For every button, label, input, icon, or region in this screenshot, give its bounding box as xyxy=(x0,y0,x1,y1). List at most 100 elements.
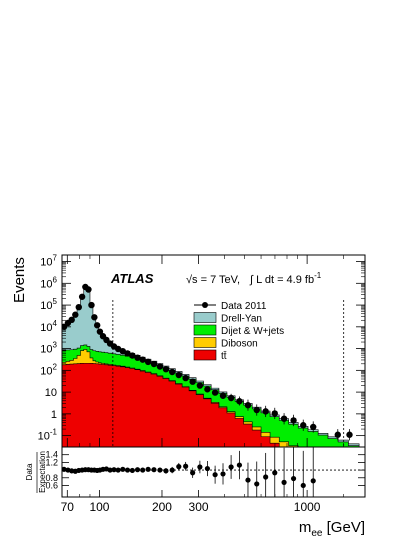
data-point xyxy=(189,378,196,385)
y-tick-label: 10-1 xyxy=(38,428,58,443)
data-point xyxy=(204,386,211,393)
legend-label-dy: Drell-Yan xyxy=(221,314,262,325)
data-point xyxy=(72,311,79,318)
legend-label-ttbar: tt̄ xyxy=(221,350,227,362)
ratio-point xyxy=(263,474,269,480)
y-tick-label: 103 xyxy=(40,341,57,356)
ratio-point xyxy=(124,467,131,473)
ratio-point xyxy=(190,470,196,476)
ratio-point xyxy=(107,467,113,473)
data-point xyxy=(236,398,243,405)
data-point xyxy=(280,415,288,422)
stacked-histograms xyxy=(62,287,360,447)
ratio-point xyxy=(176,464,182,470)
legend-label-data: Data 2011 xyxy=(221,301,267,312)
data-point xyxy=(96,328,104,335)
ratio-point xyxy=(163,468,169,474)
legend-swatch-dijet xyxy=(193,324,217,336)
data-point xyxy=(85,286,92,293)
ratio-axis-title: Data Expectation xyxy=(25,451,47,493)
data-point xyxy=(150,360,158,368)
ratio-point xyxy=(236,462,243,468)
ratio-frame xyxy=(61,446,366,498)
ratio-point xyxy=(310,478,316,484)
ratio-point xyxy=(204,465,211,472)
data-point xyxy=(88,301,95,309)
data-point xyxy=(290,417,297,424)
ratio-tick-label: 0.8 xyxy=(45,473,58,483)
data-point xyxy=(227,394,235,402)
data-point xyxy=(129,352,136,359)
data-point xyxy=(75,303,82,311)
luminosity-label: ∫ L dt = 4.9 fb-1 xyxy=(249,271,322,286)
ratio-point xyxy=(228,464,234,470)
data-point xyxy=(168,368,176,376)
energy-label: √s = 7 TeV, xyxy=(186,274,240,286)
ratio-tick-label: 1.4 xyxy=(45,450,58,460)
y-axis-title: Events xyxy=(11,257,28,303)
x-tick-label: 300 xyxy=(189,500,209,514)
data-point xyxy=(346,431,353,438)
y-tick-label: 10 xyxy=(45,387,57,399)
data-point xyxy=(244,402,252,409)
data-point xyxy=(134,354,141,361)
y-tick-label: 102 xyxy=(40,362,57,377)
ratio-point xyxy=(300,482,306,489)
ratio-point xyxy=(140,467,146,473)
data-point xyxy=(124,350,131,357)
data-point xyxy=(78,293,86,300)
data-point xyxy=(300,422,307,429)
atlas-label: ATLAS xyxy=(110,271,154,286)
legend-swatch-diboson xyxy=(193,337,217,348)
ratio-tick-label: 1.2 xyxy=(45,457,58,467)
ratio-point xyxy=(157,467,163,473)
ratio-point xyxy=(220,471,226,477)
x-tick-label: 100 xyxy=(89,500,109,514)
main-panel: 10-1 1 10 102 103 104 105 106 107 ATLAS √s = 7 TeV… xyxy=(38,254,366,448)
legend-swatch-dy xyxy=(193,312,217,323)
data-point xyxy=(68,316,75,324)
data-point xyxy=(211,389,219,396)
ratio-point xyxy=(254,481,260,487)
data-point xyxy=(119,347,126,355)
ratio-point xyxy=(151,467,157,473)
data-point xyxy=(196,382,204,389)
ratio-point xyxy=(120,466,126,472)
ratio-tick-label: 0.6 xyxy=(45,480,58,490)
data-point xyxy=(310,423,317,431)
ratio-point xyxy=(290,475,297,482)
y-tick-label: 106 xyxy=(40,275,57,290)
data-point xyxy=(219,392,227,399)
ratio-point xyxy=(129,467,135,474)
data-point xyxy=(93,322,101,329)
data-point xyxy=(253,406,260,414)
ratio-point xyxy=(134,467,141,473)
legend-label-dijet: Dijet & W+jets xyxy=(221,326,284,337)
ratio-point xyxy=(111,467,117,473)
ratio-point xyxy=(197,464,203,470)
ratio-title-denominator: Expectation xyxy=(38,451,47,493)
data-point xyxy=(156,363,164,370)
legend-label-diboson: Diboson xyxy=(221,339,258,350)
data-point xyxy=(162,365,170,373)
data-point xyxy=(334,431,341,438)
y-tick-label: 105 xyxy=(40,297,57,312)
data-point xyxy=(182,374,189,382)
data-point xyxy=(175,371,182,379)
x-tick-label: 200 xyxy=(152,500,172,514)
ratio-point xyxy=(183,463,189,469)
x-tick-label: 1000 xyxy=(294,500,321,514)
ratio-title-numerator: Data xyxy=(25,463,34,480)
ratio-point xyxy=(169,467,175,473)
ratio-points xyxy=(62,447,316,497)
ratio-point xyxy=(272,470,278,476)
data-point xyxy=(262,408,269,415)
ratio-panel: 70 100 200 300 1000 0.60.8 1.21.4 Data Expectati… xyxy=(25,446,366,514)
data-point xyxy=(139,356,146,363)
data-point xyxy=(144,358,152,366)
legend-swatch-ttbar xyxy=(193,349,217,361)
x-axis-title: mee [GeV] xyxy=(299,519,365,537)
ratio-point xyxy=(281,479,287,485)
